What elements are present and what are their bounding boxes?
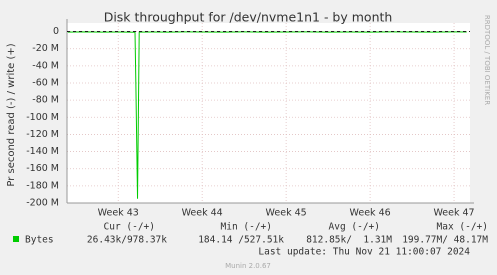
y-tick-label: -180 M [26,180,59,191]
legend-header: Max (-/+) [437,222,488,233]
y-tick-label: 0 [53,26,59,37]
legend-value: 184.14 /527.51k [198,235,284,246]
footer: Munin 2.0.67 [225,262,271,270]
legend-header: Cur (-/+) [104,222,155,233]
legend-label: Bytes [25,235,54,246]
x-tick-label: Week 46 [350,208,391,219]
x-tick-label: Week 45 [266,208,307,219]
legend-value: 199.77M/ 48.17M [402,235,488,246]
y-tick-label: -160 M [26,163,59,174]
legend-value: 26.43k/978.37k [87,235,167,246]
y-tick-label: -60 M [32,78,59,89]
y-axis-label: Pr second read (-) / write (+) [6,43,17,186]
plot-area [67,23,470,203]
y-tick-label: -120 M [26,129,59,140]
y-tick-label: -200 M [26,198,59,209]
y-tick-label: -40 M [32,60,59,71]
y-tick-label: -20 M [32,43,59,54]
x-tick-label: Week 43 [98,208,139,219]
y-tick-label: -100 M [26,112,59,123]
chart-title: Disk throughput for /dev/nvme1n1 - by mo… [104,10,393,25]
y-tick-label: -80 M [32,95,59,106]
legend-swatch [13,236,19,242]
y-tick-label: -140 M [26,146,59,157]
side-text: RRDTOOL / TOBI OETIKER [483,15,491,105]
legend-value: 812.85k/ 1.31M [306,235,392,246]
x-tick-label: Week 44 [182,208,223,219]
legend-header: Min (-/+) [221,222,272,233]
x-tick-label: Week 47 [433,208,474,219]
last-update: Last update: Thu Nov 21 11:00:07 2024 [258,247,470,258]
legend-header: Avg (-/+) [329,222,380,233]
